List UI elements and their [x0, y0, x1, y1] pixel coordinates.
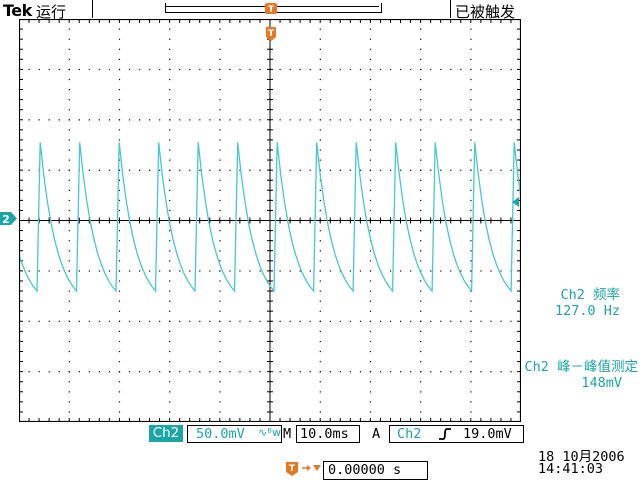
svg-text:T: T	[268, 5, 275, 15]
date-display: 18 10月2006	[538, 449, 625, 465]
channel-2-ground-marker[interactable]: 2	[0, 211, 18, 226]
measurement-label: Ch2 频率	[560, 287, 620, 303]
time-per-div: 10.0ms	[300, 426, 349, 442]
measurement-label: Ch2 峰－峰值测定	[524, 359, 638, 375]
trigger-a-label: A	[372, 426, 381, 442]
trigger-status: 已被触发	[455, 3, 516, 21]
brand-logo: Tek	[3, 1, 32, 20]
trigger-settings-box[interactable]	[389, 425, 524, 443]
measurement-value: 127.0 Hz	[554, 303, 620, 319]
svg-text:2: 2	[2, 213, 10, 226]
graticule	[19, 19, 521, 422]
trigger-position-icon[interactable]: T	[264, 26, 278, 42]
top-status-bar: Tek 运行 已被触发	[0, 0, 640, 21]
oscilloscope-display[interactable]	[19, 19, 521, 422]
bandwidth-limit-icon: ∿ᴮw	[258, 426, 281, 439]
horizontal-position: 0.00000 s	[328, 462, 402, 478]
volts-per-div: 50.0mV	[196, 426, 245, 442]
svg-text:T: T	[268, 29, 275, 39]
trigger-level: 19.0mV	[463, 426, 512, 442]
vertical-scale-box[interactable]	[187, 425, 282, 443]
divider	[92, 0, 93, 18]
svg-text:T: T	[289, 464, 296, 474]
main-timebase-label: M	[283, 426, 292, 442]
time-display: 14:41:03	[538, 461, 604, 477]
acquisition-mode: 运行	[36, 3, 67, 21]
record-trigger-icon: T	[265, 3, 277, 15]
measurement-frequency: Ch2 频率 127.0 Hz	[555, 283, 620, 319]
ch2-waveform	[20, 142, 520, 293]
channel-badge[interactable]: Ch2	[149, 425, 183, 442]
timebase-box[interactable]	[296, 425, 360, 443]
divider	[450, 0, 451, 18]
trigger-level-arrow-icon[interactable]	[510, 196, 522, 208]
measurement-peak-to-peak: Ch2 峰－峰值测定 148mV	[524, 355, 638, 391]
rising-edge-icon	[439, 428, 451, 440]
trigger-source: Ch2	[397, 426, 422, 442]
horizontal-position-icon: T	[286, 462, 321, 476]
measurement-value: 148mV	[581, 375, 622, 391]
